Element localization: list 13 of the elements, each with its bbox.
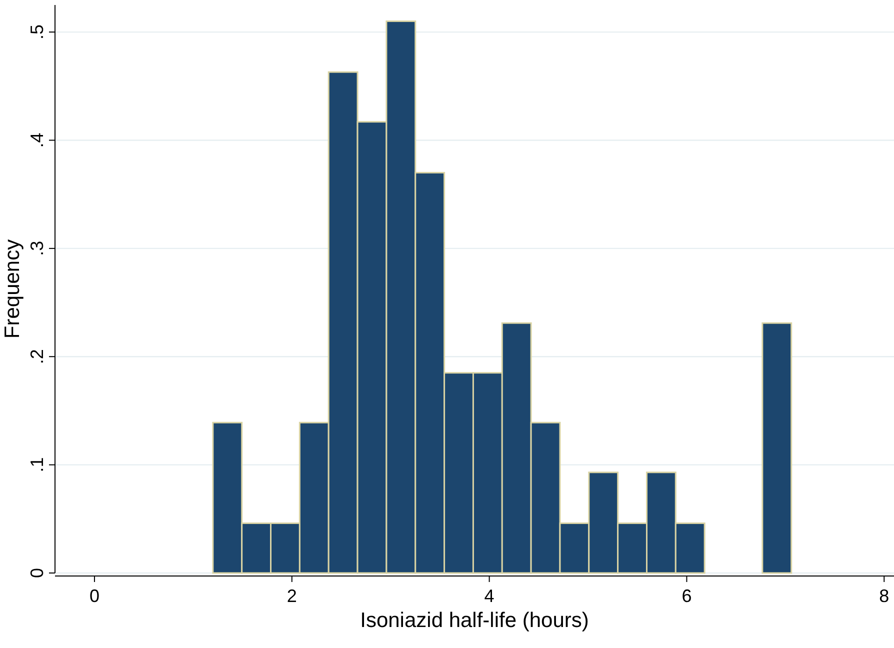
- x-tick-label: 0: [89, 586, 100, 606]
- y-axis-title: Frequency: [1, 238, 24, 339]
- y-tick-label: .1: [27, 457, 47, 472]
- y-tick-label: 0: [27, 568, 47, 578]
- x-axis-title: Isoniazid half-life (hours): [360, 609, 589, 632]
- x-tick-label: 8: [879, 586, 890, 606]
- y-tick-label: .4: [27, 132, 47, 148]
- x-tick-label: 2: [286, 586, 297, 606]
- y-tick-label: .5: [27, 24, 47, 40]
- y-tick-label: .2: [27, 349, 47, 364]
- x-tick-label: 4: [484, 586, 494, 606]
- y-tick-label: .3: [27, 240, 47, 256]
- x-tick-label: 6: [682, 586, 692, 606]
